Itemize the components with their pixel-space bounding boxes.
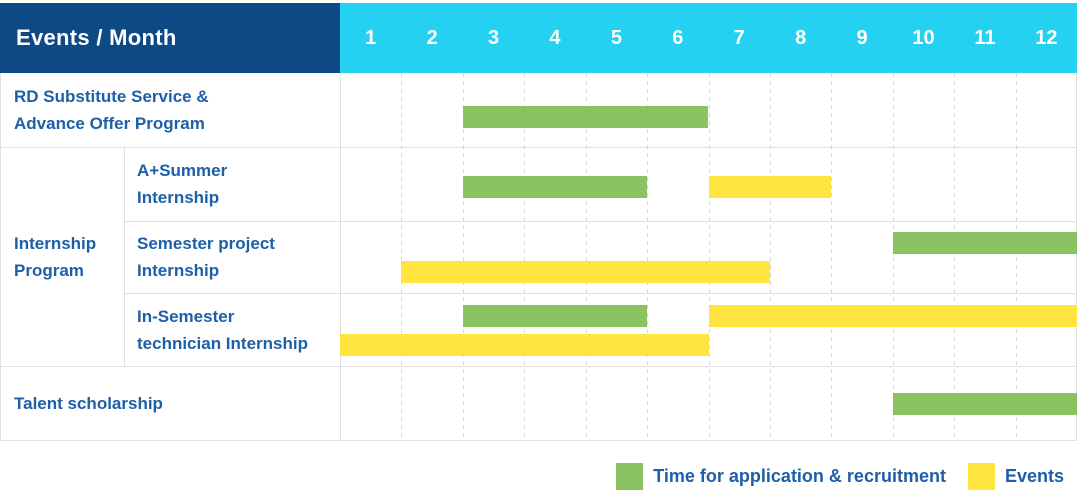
gantt-bar-event <box>708 305 1077 327</box>
row-label-in-semester-technician-internship: In-Semester technician Internship <box>137 306 308 353</box>
row-label-rd-substitute: RD Substitute Service & Advance Offer Pr… <box>14 87 209 133</box>
grid-vline-left-edge <box>0 73 1 440</box>
month-header-cell: 6 <box>672 26 684 49</box>
grid-vline-right-edge <box>1076 73 1077 440</box>
grid-vline-group-divider <box>124 147 125 366</box>
month-header-cell: 11 <box>974 26 996 49</box>
row-label-internship-program-group: Internship Program <box>14 233 97 280</box>
gantt-bar-application <box>892 232 1078 254</box>
grid-hline-bottom <box>0 440 1077 441</box>
gantt-bar-event <box>401 261 770 283</box>
month-header-cell: 5 <box>610 26 622 49</box>
month-header-strip: 1 2 3 4 5 6 7 8 9 10 11 12 <box>340 3 1077 73</box>
month-header-cell: 9 <box>856 26 868 49</box>
month-header-cell: 12 <box>1035 26 1058 49</box>
gantt-bar-event <box>340 334 709 356</box>
events-swatch-icon <box>967 462 995 490</box>
grid-hline <box>124 221 1077 222</box>
grid-hline <box>0 147 1077 148</box>
row-label-semester-project-internship: Semester project Internship <box>137 234 275 280</box>
gantt-bar-application <box>892 393 1078 415</box>
month-header-cell: 7 <box>733 26 745 49</box>
month-header-cell: 10 <box>912 26 935 49</box>
grid-vline-month <box>954 73 956 440</box>
legend-application-label: Time for application & recruitment <box>653 465 946 486</box>
gantt-bar-application <box>462 106 709 128</box>
month-header-cell: 2 <box>426 26 438 49</box>
grid-vline-month <box>524 73 526 440</box>
grid-vline-month <box>401 73 403 440</box>
grid-vline-chart-divider <box>340 73 341 440</box>
month-header-cell: 4 <box>549 26 561 49</box>
month-header-cell: 3 <box>487 26 500 49</box>
month-header-cell: 8 <box>795 26 807 49</box>
gantt-bar-application <box>462 305 648 327</box>
grid-vline-month <box>769 73 771 440</box>
grid-vline-month <box>708 73 710 440</box>
events-month-header: Events / Month <box>0 3 340 73</box>
gantt-bar-event <box>708 176 832 198</box>
grid-vline-month <box>1015 73 1017 440</box>
legend: Time for application & recruitment Event… <box>616 462 1064 490</box>
row-label-talent-scholarship: Talent scholarship <box>14 393 163 413</box>
grid-hline <box>0 366 1077 367</box>
application-swatch-icon <box>616 462 644 490</box>
grid-vline-month <box>462 73 464 440</box>
grid-vline-month <box>831 73 833 440</box>
grid-vline-month <box>892 73 894 440</box>
legend-events-label: Events <box>1004 465 1064 486</box>
grid-vline-month <box>647 73 649 440</box>
gantt-bar-application <box>462 176 648 198</box>
grid-vline-month <box>585 73 587 440</box>
row-label-a-plus-summer-internship: A+Summer Internship <box>137 161 228 207</box>
grid-hline <box>124 293 1077 294</box>
month-header-cell: 1 <box>365 26 377 49</box>
